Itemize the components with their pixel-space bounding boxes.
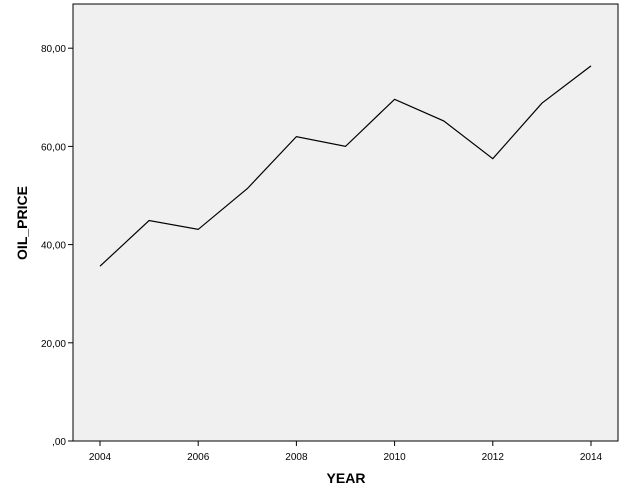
x-tick-label: 2014 <box>580 452 603 463</box>
x-axis-title: YEAR <box>327 470 366 486</box>
x-tick-label: 2012 <box>482 452 505 463</box>
x-axis: 2004 2006 2008 2010 2012 2014 <box>89 441 603 463</box>
x-tick-label: 2008 <box>285 452 308 463</box>
x-tick-label: 2006 <box>187 452 210 463</box>
x-tick-label: 2010 <box>383 452 406 463</box>
series-line <box>99 65 592 267</box>
plot-area <box>72 3 619 442</box>
y-tick-label: ,00 <box>52 437 66 448</box>
y-axis-title: OIL_PRICE <box>14 186 30 260</box>
y-axis: ,00 20,00 40,00 60,00 80,00 <box>41 44 73 448</box>
x-tick-label: 2004 <box>89 452 112 463</box>
y-tick-label: 60,00 <box>41 142 66 153</box>
y-tick-label: 80,00 <box>41 44 66 55</box>
y-tick-label: 20,00 <box>41 339 66 350</box>
y-tick-label: 40,00 <box>41 241 66 252</box>
